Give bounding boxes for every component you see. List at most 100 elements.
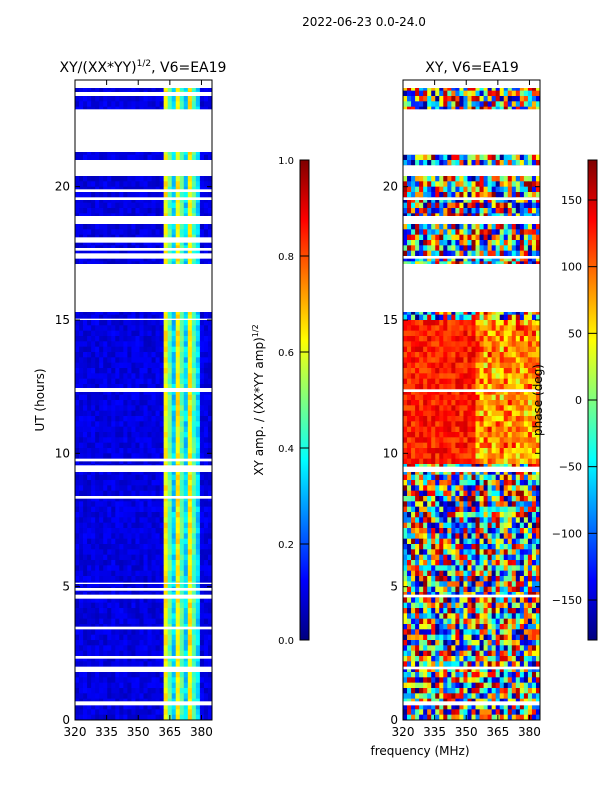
heatmap-cell: [135, 560, 140, 566]
heatmap-cell: [107, 357, 112, 364]
heatmap-cell: [91, 714, 96, 721]
heatmap-cell: [159, 421, 165, 428]
heatmap-cell: [75, 320, 80, 326]
heatmap-cell: [143, 320, 148, 326]
heatmap-cell: [123, 341, 128, 348]
heatmap-cell: [171, 314, 177, 321]
heatmap-cell: [75, 453, 80, 460]
heatmap-cell: [83, 474, 88, 481]
heatmap-cell: [483, 154, 489, 161]
heatmap-cell: [183, 709, 189, 716]
heatmap-cell: [119, 240, 124, 246]
heatmap-cell: [195, 378, 201, 385]
heatmap-cell: [147, 314, 152, 321]
heatmap-cell: [87, 496, 92, 502]
heatmap-cell: [187, 501, 193, 508]
heatmap-cell: [191, 149, 197, 156]
heatmap-cell: [199, 208, 205, 214]
heatmap-cell: [95, 490, 100, 497]
heatmap-cell: [103, 533, 108, 540]
heatmap-cell: [139, 405, 144, 412]
heatmap-cell: [171, 474, 177, 481]
heatmap-cell: [487, 181, 493, 188]
heatmap-cell: [87, 362, 92, 369]
heatmap-cell: [431, 202, 436, 209]
heatmap-cell: [403, 208, 408, 214]
heatmap-cell: [103, 405, 108, 412]
y-tick-label: 10: [55, 446, 70, 460]
heatmap-cell: [139, 538, 144, 545]
heatmap-cell: [199, 650, 205, 657]
heatmap-cell: [95, 640, 100, 646]
amplitude-colorbar: 0.00.20.40.60.81.0 XY amp. / (XX*YY amp)…: [251, 156, 310, 647]
heatmap-cell: [83, 538, 88, 545]
heatmap-cell: [135, 85, 140, 92]
heatmap-cell: [135, 330, 140, 337]
heatmap-cell: [91, 149, 96, 156]
heatmap-cell: [159, 394, 165, 401]
heatmap-cell: [167, 309, 173, 316]
heatmap-cell: [199, 426, 205, 433]
heatmap-cell: [179, 394, 185, 401]
heatmap-cell: [143, 416, 148, 422]
heatmap-cell: [191, 528, 197, 534]
heatmap-cell: [451, 186, 456, 193]
heatmap-cell: [119, 149, 124, 156]
heatmap-cell: [95, 544, 100, 550]
heatmap-cell: [195, 501, 201, 508]
heatmap-cell: [79, 469, 84, 476]
heatmap-cell: [515, 186, 521, 193]
heatmap-cell: [167, 154, 173, 161]
heatmap-cell: [111, 309, 116, 316]
heatmap-cell: [151, 389, 156, 396]
heatmap-cell: [107, 677, 112, 684]
heatmap-cell: [155, 314, 161, 321]
heatmap-cell: [99, 346, 104, 353]
heatmap-cell: [99, 554, 104, 561]
heatmap-cell: [431, 197, 436, 204]
heatmap-cell: [151, 528, 156, 534]
heatmap-cell: [203, 320, 209, 326]
heatmap-cell: [163, 208, 169, 214]
heatmap-cell: [107, 85, 112, 92]
heatmap-cell: [111, 490, 116, 497]
heatmap-cell: [131, 384, 136, 390]
heatmap-cell: [91, 224, 96, 230]
heatmap-cell: [111, 661, 116, 668]
heatmap-cell: [135, 693, 140, 700]
heatmap-cell: [151, 197, 156, 204]
heatmap-cell: [119, 709, 124, 716]
heatmap-cell: [171, 421, 177, 428]
heatmap-cell: [471, 176, 476, 182]
heatmap-cell: [91, 202, 96, 209]
heatmap-cell: [87, 405, 92, 412]
heatmap-cell: [163, 394, 169, 401]
heatmap-cell: [159, 496, 165, 502]
heatmap-cell: [103, 517, 108, 524]
heatmap-cell: [183, 560, 189, 566]
heatmap-cell: [111, 560, 116, 566]
heatmap-cell: [179, 410, 185, 417]
heatmap-cell: [123, 677, 128, 684]
heatmap-cell: [431, 208, 436, 214]
heatmap-cell: [171, 320, 177, 326]
heatmap-cell: [103, 224, 108, 230]
heatmap-cell: [143, 474, 148, 481]
heatmap-cell: [191, 544, 197, 550]
heatmap-cell: [171, 208, 177, 214]
heatmap-cell: [123, 672, 128, 678]
heatmap-cell: [91, 405, 96, 412]
heatmap-cell: [99, 693, 104, 700]
heatmap-cell: [95, 682, 100, 689]
data-gap-band: [75, 318, 212, 320]
heatmap-cell: [83, 517, 88, 524]
heatmap-cell: [123, 485, 128, 492]
heatmap-cell: [87, 608, 92, 614]
heatmap-cell: [135, 368, 140, 374]
heatmap-cell: [171, 672, 177, 678]
heatmap-cell: [159, 640, 165, 646]
heatmap-cell: [119, 672, 124, 678]
heatmap-cell: [99, 394, 104, 401]
heatmap-cell: [91, 85, 96, 92]
heatmap-cell: [199, 522, 205, 529]
